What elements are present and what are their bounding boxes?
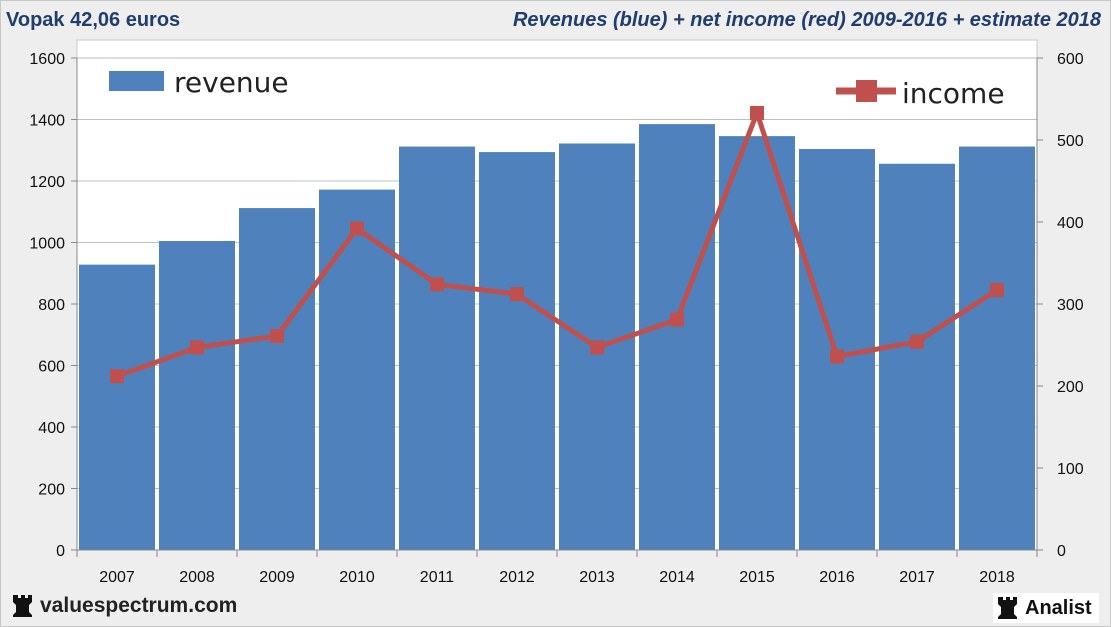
x-tick-label: 2018 [979,569,1015,586]
left-tick-label: 1200 [29,174,65,191]
left-tick-label: 400 [38,420,65,437]
x-tick-label: 2012 [499,569,535,586]
income-point-2017 [910,334,924,349]
left-tick-label: 600 [38,359,65,376]
income-line-series [110,105,1004,384]
x-tick-label: 2009 [259,569,295,586]
right-tick-label: 500 [1057,133,1084,150]
revenue-bar-2011 [399,146,475,550]
income-point-2008 [190,340,204,355]
left-tick-label: 0 [56,543,65,560]
site-credit: valuespectrum.com [12,593,237,619]
x-tick-label: 2014 [659,569,695,586]
income-line [116,110,999,379]
left-tick-label: 1600 [29,51,65,68]
x-tick-label: 2010 [339,569,375,586]
brand-badge: Analist [993,593,1099,623]
legend-income-label: income [902,77,1005,110]
x-tick-label: 2013 [579,569,615,586]
left-tick-label: 1000 [29,236,65,253]
x-tick-label: 2017 [899,569,935,586]
right-tick-label: 300 [1057,297,1084,314]
page-title: Vopak 42,06 euros [6,9,181,31]
x-tick-label: 2016 [819,569,855,586]
chess-rook-icon [13,595,32,617]
chart-title: Revenues (blue) + net income (red) 2009-… [512,9,1101,31]
revenue-bar-2017 [879,163,955,550]
revenue-bar-2009 [239,208,315,550]
right-tick-label: 600 [1057,51,1084,68]
chess-rook-icon [998,597,1017,619]
income-point-2015 [750,105,764,120]
revenue-bar-2018 [959,146,1035,550]
brand-name: Analist [1025,596,1092,619]
tick-labels: 0 200 400 600 800 1000 1200 1400 1600 0 100 200 300 4… [29,51,1083,586]
income-point-2016 [830,349,844,364]
legend-income-marker [856,80,877,102]
right-tick-label: 400 [1057,215,1084,232]
x-tick-label: 2011 [420,569,455,586]
income-point-2013 [590,340,604,355]
right-tick-label: 100 [1057,461,1084,478]
left-tick-label: 1400 [29,113,65,130]
legend-revenue-swatch [109,71,164,91]
income-point-2012 [510,287,524,302]
revenue-bar-2010 [319,189,395,551]
plot-area [76,39,1038,551]
axes [71,57,1043,557]
left-tick-label: 200 [38,482,65,499]
site-name: valuespectrum.com [40,594,238,617]
revenue-bar-2008 [159,240,235,550]
x-tick-label: 2008 [179,569,215,586]
income-point-2007 [110,369,124,384]
revenue-bar-2012 [479,152,555,550]
legend-revenue-label: revenue [174,66,289,99]
revenue-bar-2015 [719,136,795,551]
income-point-2010 [350,221,364,236]
income-point-2011 [430,277,444,292]
right-tick-label: 200 [1057,379,1084,396]
income-point-2018 [990,283,1004,298]
income-point-2014 [670,312,684,327]
income-point-2009 [270,328,284,343]
x-tick-label: 2007 [99,569,135,586]
x-tick-label: 2015 [739,569,775,586]
revenue-bar-2014 [639,124,715,551]
left-tick-label: 800 [38,297,65,314]
revenue-bar-2007 [79,264,155,550]
right-tick-label: 0 [1057,543,1066,560]
legend: revenue income [109,66,1005,110]
legend-income-swatch [836,80,896,102]
